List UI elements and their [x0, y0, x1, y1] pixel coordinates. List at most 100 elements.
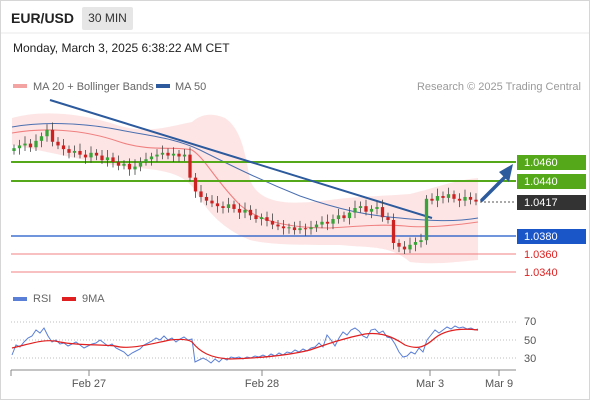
- tag-5: 1.0360: [524, 249, 558, 261]
- candle-body: [314, 224, 319, 228]
- candle-body: [248, 209, 253, 216]
- candle-body: [193, 177, 198, 192]
- candle-body: [287, 227, 291, 229]
- candle-body: [122, 163, 126, 166]
- candle-body: [424, 198, 429, 241]
- candle-body: [441, 196, 445, 198]
- candle-body: [105, 157, 110, 161]
- candle-body: [402, 246, 407, 250]
- candle-body: [155, 154, 159, 157]
- candle-body: [347, 212, 352, 219]
- legend-swatch-ma50: [156, 84, 170, 88]
- tag-3: 1.0417: [524, 197, 558, 209]
- candle-body: [94, 152, 99, 156]
- candle-body: [276, 224, 280, 227]
- candle-body: [474, 199, 478, 202]
- candle-body: [144, 159, 148, 162]
- credit-text: Research © 2025 Trading Central: [417, 81, 581, 93]
- candle-body: [50, 129, 55, 142]
- tag-bg-4: [517, 229, 586, 244]
- ma20-line: [11, 129, 479, 229]
- rsi-tick-50: 50: [524, 335, 536, 347]
- legend-ma20: MA 20 + Bollinger Bands: [33, 81, 154, 93]
- level-tags: 1.0460 1.0440 1.0417 1.0380 1.0360 1.034…: [517, 155, 586, 279]
- candle-body: [435, 196, 440, 201]
- legend-swatch-ma20: [13, 84, 27, 88]
- candle-body: [171, 153, 176, 156]
- x-tick-mar3: Mar 3: [416, 378, 444, 390]
- candle-body: [375, 207, 379, 209]
- candle-body: [309, 227, 313, 230]
- symbol-title: EUR/USD: [11, 10, 75, 26]
- bullish-arrow: [480, 164, 513, 202]
- legend-swatch-9ma: [62, 297, 76, 301]
- candle-body: [254, 215, 258, 220]
- candle-body: [34, 140, 38, 148]
- candle-body: [320, 221, 324, 225]
- candle-body: [204, 196, 209, 201]
- candle-body: [67, 149, 71, 153]
- x-tick-feb28: Feb 28: [245, 378, 279, 390]
- candle-body: [298, 228, 302, 231]
- candle-body: [353, 208, 357, 213]
- candle-body: [457, 198, 462, 201]
- rsi-tick-70: 70: [524, 316, 536, 328]
- candle-body: [56, 141, 60, 146]
- candle-body: [138, 162, 143, 167]
- candle-body: [210, 200, 214, 204]
- rsi-tick-30: 30: [524, 353, 536, 365]
- candle-body: [325, 221, 330, 224]
- x-tick-feb27: Feb 27: [72, 378, 106, 390]
- candle-body: [226, 204, 231, 208]
- candle-body: [23, 143, 27, 146]
- tag-bg-3: [517, 195, 586, 210]
- candle-body: [397, 242, 401, 247]
- candle-body: [408, 244, 412, 250]
- candle-body: [17, 145, 22, 149]
- timeframe-badge[interactable]: 30 MIN: [82, 7, 133, 30]
- candle-body: [177, 153, 181, 157]
- candle-body: [116, 162, 121, 166]
- candle-body: [72, 150, 77, 153]
- tag-1: 1.0460: [524, 157, 558, 169]
- candle-body: [303, 228, 308, 230]
- downtrend-line: [49, 99, 433, 219]
- candle-body: [386, 217, 390, 220]
- legend-swatch-rsi: [13, 297, 27, 301]
- candle-body: [364, 206, 368, 212]
- candle-body: [127, 163, 132, 170]
- timestamp: Monday, March 3, 2025 6:38:22 AM CET: [13, 41, 230, 55]
- candle-body: [39, 136, 44, 141]
- candle-body: [78, 150, 82, 155]
- candle-body: [188, 154, 192, 178]
- candle-body: [28, 143, 33, 148]
- candle-body: [265, 217, 269, 221]
- candle-body: [391, 219, 396, 243]
- candle-body: [468, 196, 473, 200]
- candle-body: [111, 157, 115, 162]
- candle-body: [166, 152, 170, 156]
- candle-body: [199, 191, 203, 197]
- tag-bg-2: [517, 174, 586, 189]
- candle-body: [61, 145, 66, 150]
- legend-ma50: MA 50: [175, 81, 206, 93]
- candle-body: [149, 156, 154, 160]
- tag-bg-1: [517, 155, 586, 170]
- candle-body: [292, 227, 297, 231]
- ma50-line: [11, 123, 479, 222]
- candlestick-series: [12, 122, 478, 254]
- candle-body: [160, 152, 165, 155]
- candle-body: [83, 154, 88, 158]
- candle-body: [243, 209, 247, 213]
- candle-body: [331, 219, 335, 224]
- candle-body: [270, 220, 275, 225]
- candle-body: [413, 242, 418, 245]
- candle-body: [182, 154, 187, 157]
- candle-body: [358, 206, 363, 208]
- candle-body: [342, 215, 346, 219]
- candle-body: [215, 203, 220, 207]
- candle-body: [237, 208, 242, 213]
- candle-body: [281, 226, 286, 229]
- candle-body: [12, 148, 16, 151]
